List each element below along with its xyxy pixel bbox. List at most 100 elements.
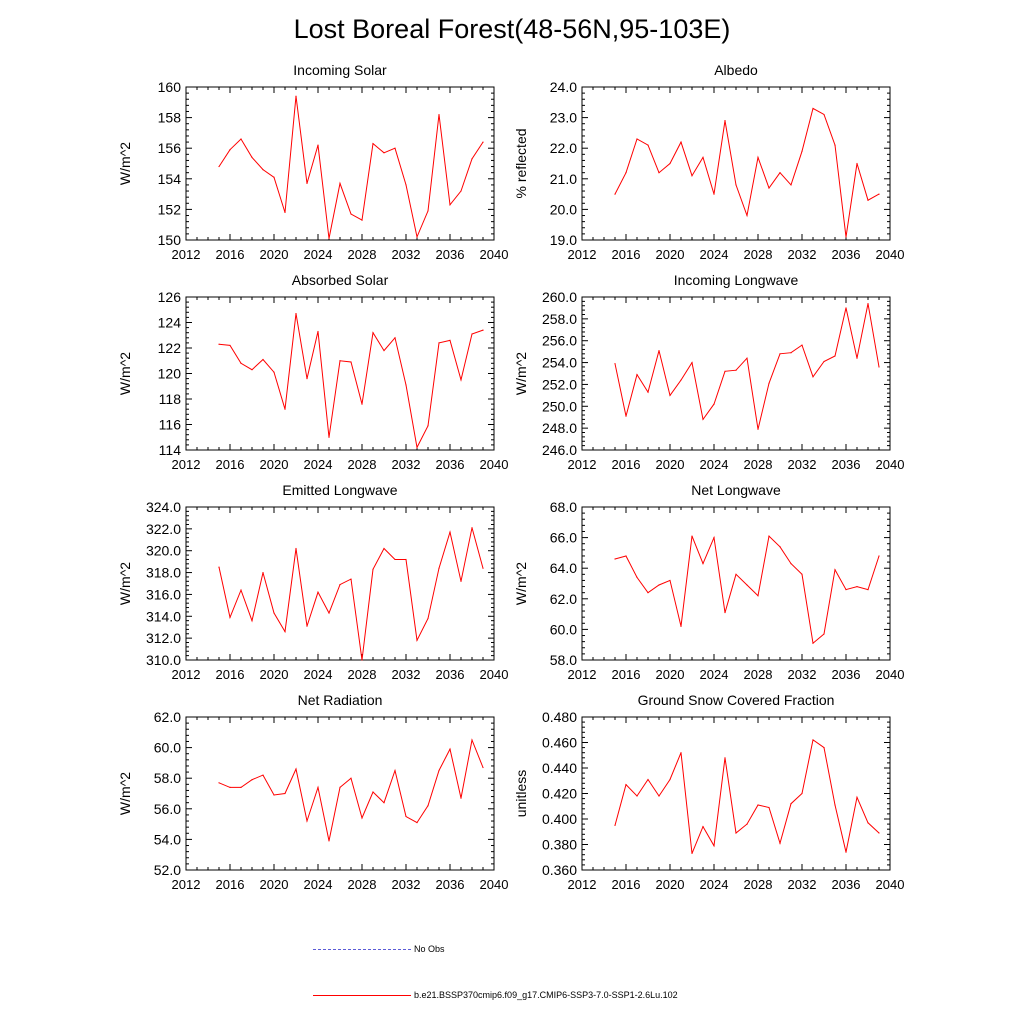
data-point	[636, 576, 638, 578]
x-tick-label: 2032	[392, 457, 421, 472]
data-point	[691, 175, 693, 177]
x-tick-label: 2012	[172, 247, 201, 262]
data-point	[229, 616, 231, 618]
x-tick-label: 2020	[260, 457, 289, 472]
data-point	[856, 585, 858, 588]
y-axis-label: W/m^2	[117, 352, 133, 395]
panel-title: Emitted Longwave	[282, 482, 397, 498]
data-point	[306, 182, 308, 184]
y-tick-label: 310.0	[146, 652, 181, 668]
series-line	[218, 96, 484, 239]
data-point	[383, 547, 385, 550]
x-tick-label: 2040	[480, 667, 509, 682]
data-point	[262, 358, 264, 361]
data-point	[680, 141, 682, 143]
data-point	[867, 302, 869, 305]
y-tick-label: 154	[158, 171, 182, 187]
data-point	[339, 786, 341, 788]
data-point	[262, 774, 264, 776]
data-point	[460, 190, 462, 192]
data-point	[350, 213, 352, 215]
data-point	[713, 403, 715, 405]
y-tick-label: 126	[158, 289, 182, 305]
x-tick-label: 2040	[876, 877, 905, 892]
y-tick-label: 23.0	[550, 110, 577, 126]
panel-title: Albedo	[714, 62, 758, 78]
data-point	[449, 531, 451, 533]
x-tick-label: 2020	[656, 667, 685, 682]
y-axis-label: W/m^2	[117, 562, 133, 605]
data-point	[768, 806, 770, 809]
y-tick-label: 21.0	[550, 171, 577, 187]
data-point	[669, 579, 671, 582]
data-point	[790, 803, 792, 805]
data-point	[834, 144, 836, 146]
data-point	[735, 369, 737, 371]
y-tick-label: 20.0	[550, 201, 577, 217]
data-point	[614, 363, 616, 365]
y-tick-label: 120	[158, 366, 182, 382]
data-point	[482, 141, 484, 143]
data-point	[482, 766, 484, 769]
data-point	[779, 353, 781, 355]
panel-title: Net Radiation	[298, 692, 383, 708]
data-point	[768, 187, 770, 189]
data-point	[416, 446, 418, 449]
y-axis-label: W/m^2	[513, 352, 529, 395]
data-point	[625, 172, 627, 174]
data-point	[350, 578, 352, 580]
data-point	[317, 786, 319, 788]
x-tick-label: 2036	[436, 457, 465, 472]
data-point	[801, 792, 803, 795]
panel-4: Incoming Longwave W/m^2 2012 2016 2020 2024 20…	[513, 272, 904, 472]
data-point	[328, 840, 330, 842]
data-point	[746, 357, 748, 359]
x-tick-label: 2012	[568, 667, 597, 682]
data-point	[394, 558, 396, 561]
data-point	[383, 802, 385, 804]
panel-5: Emitted Longwave W/m^2 2012 2016 2020 2024 202…	[117, 482, 508, 682]
x-tick-label: 2032	[392, 667, 421, 682]
data-point	[229, 149, 231, 151]
y-tick-label: 312.0	[146, 630, 181, 646]
page-title: Lost Boreal Forest(48-56N,95-103E)	[293, 14, 731, 44]
x-tick-label: 2020	[260, 667, 289, 682]
data-point	[460, 379, 462, 381]
data-point	[416, 639, 418, 641]
y-tick-label: 158	[158, 110, 182, 126]
y-tick-label: 0.440	[542, 760, 577, 776]
y-tick-label: 122	[158, 340, 182, 356]
data-point	[339, 583, 341, 586]
plot-frame	[581, 506, 891, 661]
plot-frame	[185, 716, 495, 871]
data-point	[801, 573, 803, 575]
x-tick-label: 2016	[216, 877, 245, 892]
data-point	[867, 589, 869, 591]
data-point	[427, 210, 429, 212]
data-point	[812, 642, 814, 644]
x-tick-label: 2028	[348, 877, 377, 892]
data-point	[405, 184, 407, 186]
data-point	[317, 591, 319, 593]
x-tick-label: 2028	[744, 877, 773, 892]
x-tick-label: 2040	[480, 457, 509, 472]
data-point	[361, 219, 363, 221]
x-tick-label: 2040	[480, 877, 509, 892]
x-tick-label: 2036	[832, 877, 861, 892]
data-point	[834, 569, 836, 571]
data-point	[405, 558, 407, 561]
x-tick-label: 2012	[172, 457, 201, 472]
y-tick-label: 254.0	[542, 355, 577, 371]
x-tick-label: 2020	[656, 877, 685, 892]
data-point	[790, 352, 792, 354]
data-point	[284, 792, 286, 795]
data-point	[878, 366, 880, 368]
data-point	[229, 344, 231, 347]
x-tick-label: 2012	[172, 877, 201, 892]
data-point	[361, 403, 363, 405]
panel-title: Incoming Longwave	[674, 272, 799, 288]
data-point	[394, 147, 396, 149]
plot-frame	[185, 506, 495, 661]
data-point	[251, 369, 253, 371]
data-point	[867, 822, 869, 824]
